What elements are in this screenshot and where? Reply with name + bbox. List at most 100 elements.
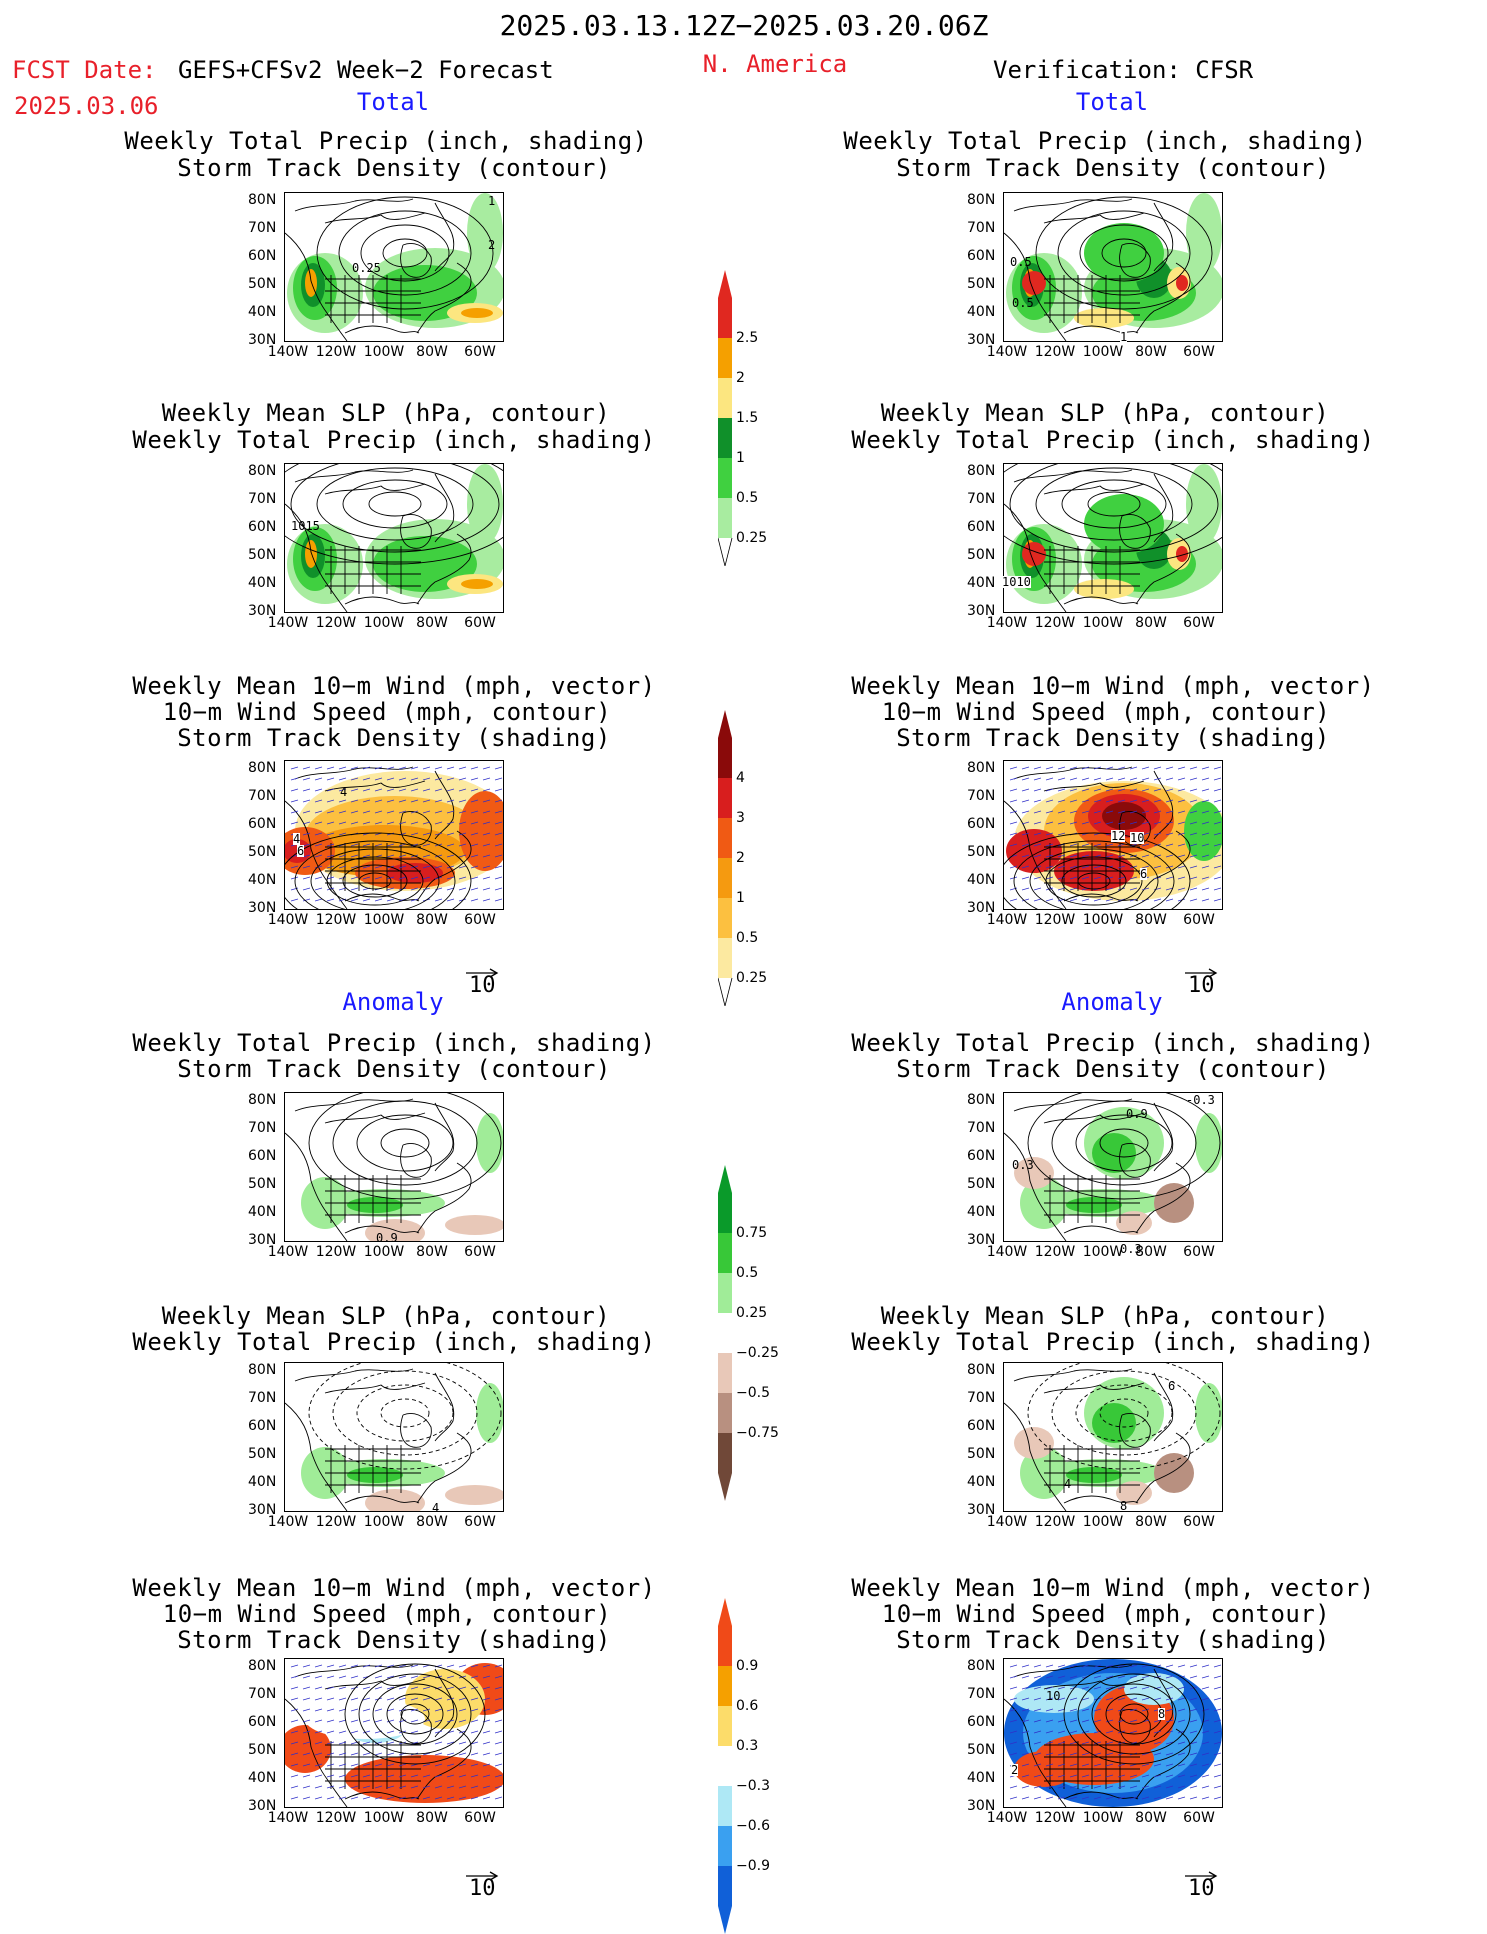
contour-label: 0.25 xyxy=(352,261,381,275)
lon-tick-label: 60W xyxy=(464,1244,496,1260)
lon-tick-label: 100W xyxy=(363,1514,405,1530)
shading-blob xyxy=(1176,275,1188,291)
colorbar-segment xyxy=(718,298,732,338)
shading-blob xyxy=(1014,1427,1054,1459)
panel-title: Weekly Mean 10−m Wind (mph, vector) xyxy=(851,672,1375,700)
lat-tick-label: 60N xyxy=(248,248,277,264)
panel-title: Weekly Mean SLP (hPa, contour) xyxy=(880,399,1330,427)
shading-blob xyxy=(1102,802,1146,830)
contour-label: 0.3 xyxy=(1012,1158,1034,1172)
section-anomaly-right: Anomaly xyxy=(1061,988,1163,1016)
colorbar-label: 3 xyxy=(736,810,745,826)
lat-tick-label: 30N xyxy=(248,1502,277,1518)
map-panel xyxy=(1003,1362,1223,1512)
panel-subtitle: Storm Track Density (shading) xyxy=(177,724,611,752)
colorbar-segment xyxy=(718,738,732,778)
colorbar-label: 0.25 xyxy=(736,1305,768,1321)
lat-tick-label: 70N xyxy=(967,1390,996,1406)
lat-tick-label: 40N xyxy=(248,575,277,591)
colorbar-label: 0.3 xyxy=(736,1738,759,1754)
contour-label: 2 xyxy=(488,238,496,252)
contour-label: 1015 xyxy=(291,519,320,533)
colorbar-segment xyxy=(718,1273,732,1313)
state-borders xyxy=(325,546,421,594)
shading-blob xyxy=(305,1699,425,1739)
lat-tick-label: 70N xyxy=(967,788,996,804)
contour-label: 1 xyxy=(1120,330,1128,344)
lat-tick-label: 50N xyxy=(248,1742,277,1758)
lon-tick-label: 100W xyxy=(363,912,405,928)
vector-ref-label: 10 xyxy=(1188,973,1215,998)
lat-tick-label: 60N xyxy=(967,1714,996,1730)
date-range-title: 2025.03.13.12Z−2025.03.20.06Z xyxy=(499,9,989,42)
shading-blob xyxy=(1022,542,1046,566)
contour-label: 6 xyxy=(297,844,305,858)
lon-tick-label: 80W xyxy=(1135,1244,1167,1260)
panel-subtitle: Storm Track Density (contour) xyxy=(896,154,1330,182)
section-total-right: Total xyxy=(1075,88,1149,116)
lon-tick-label: 140W xyxy=(267,615,309,631)
colorbar-label: 1 xyxy=(736,890,745,906)
lat-tick-label: 70N xyxy=(967,1686,996,1702)
lon-tick-label: 60W xyxy=(464,1514,496,1530)
colorbar-segment xyxy=(718,1193,732,1233)
shading-blob xyxy=(1084,494,1164,554)
contour-layer xyxy=(1004,832,1191,909)
panel-title: Weekly Mean 10−m Wind (mph, vector) xyxy=(132,1574,656,1602)
fcst-date-label: FCST Date: xyxy=(12,56,157,84)
lat-tick-label: 30N xyxy=(248,900,277,916)
panel-subtitle: Storm Track Density (shading) xyxy=(177,1626,611,1654)
coastline-layer xyxy=(1004,198,1191,341)
panel-subtitle: 10−m Wind Speed (mph, contour) xyxy=(162,698,612,726)
lon-tick-label: 60W xyxy=(1183,615,1215,631)
lon-tick-label: 100W xyxy=(363,1244,405,1260)
shading-blob xyxy=(461,308,493,318)
panel-subtitle: Storm Track Density (contour) xyxy=(896,1055,1330,1083)
contour-layer xyxy=(308,1093,502,1200)
vector-ref-arrow-icon xyxy=(1184,963,1218,978)
lat-tick-label: 50N xyxy=(248,276,277,292)
lat-tick-label: 30N xyxy=(967,1798,996,1814)
map-panel xyxy=(1003,463,1223,613)
lat-tick-label: 60N xyxy=(967,816,996,832)
panel-title: Weekly Mean 10−m Wind (mph, vector) xyxy=(132,672,656,700)
lon-tick-label: 80W xyxy=(1135,1810,1167,1826)
colorbar-label: 0.25 xyxy=(736,970,768,986)
lon-tick-label: 140W xyxy=(986,615,1028,631)
vector-ref-label: 10 xyxy=(469,973,496,998)
lat-tick-label: 70N xyxy=(248,1120,277,1136)
contour-layer xyxy=(285,832,472,909)
wind-vectors xyxy=(290,1664,503,1800)
shading-blob xyxy=(1186,193,1222,273)
lon-tick-label: 140W xyxy=(986,912,1028,928)
lat-tick-label: 80N xyxy=(248,1092,277,1108)
contour-label: 0.5 xyxy=(1012,296,1034,310)
lat-tick-label: 70N xyxy=(967,1120,996,1136)
region-label: N. America xyxy=(702,50,848,78)
map-panel xyxy=(284,463,504,613)
lat-tick-label: 50N xyxy=(967,547,996,563)
shading-blob xyxy=(387,863,443,883)
lat-tick-label: 80N xyxy=(248,463,277,479)
lat-tick-label: 40N xyxy=(248,1474,277,1490)
colorbar-segment xyxy=(718,458,732,498)
lat-tick-label: 80N xyxy=(967,1362,996,1378)
colorbar-segment xyxy=(718,938,732,978)
lat-tick-label: 30N xyxy=(248,332,277,348)
lat-tick-label: 80N xyxy=(967,1092,996,1108)
shading-blob xyxy=(467,464,503,544)
colorbar-segment xyxy=(718,818,732,858)
contour-layer xyxy=(1027,1363,1221,1470)
lat-tick-label: 60N xyxy=(967,248,996,264)
lat-tick-label: 30N xyxy=(967,332,996,348)
shading-blob xyxy=(1084,223,1164,283)
lat-tick-label: 30N xyxy=(967,900,996,916)
lon-tick-label: 80W xyxy=(1135,1514,1167,1530)
lon-tick-label: 100W xyxy=(1082,1244,1124,1260)
state-borders xyxy=(1044,1741,1140,1789)
colorbar-segment xyxy=(718,1233,732,1273)
colorbar-label: −0.5 xyxy=(736,1385,770,1401)
lon-tick-label: 120W xyxy=(1034,1244,1076,1260)
lat-tick-label: 80N xyxy=(248,192,277,208)
contour-label: 1010 xyxy=(1002,575,1031,589)
